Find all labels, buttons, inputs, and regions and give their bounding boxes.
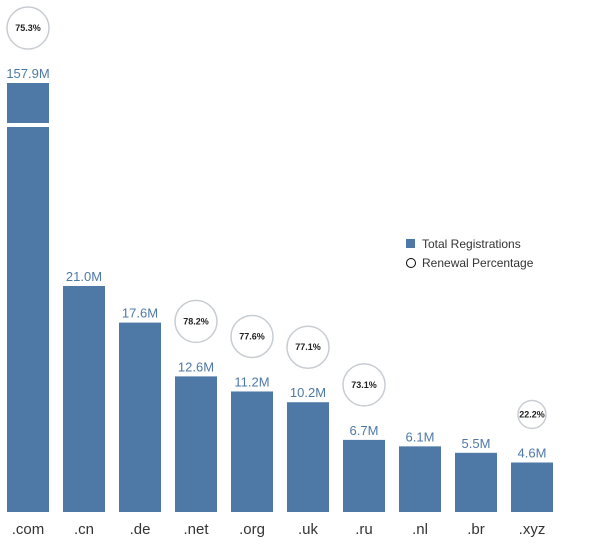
renewal-circle-org[interactable] <box>230 314 274 359</box>
legend: Total Registrations Renewal Percentage <box>406 234 533 272</box>
renewal-circle-uk[interactable] <box>286 325 330 369</box>
value-label-cn: 21.0M <box>66 269 102 284</box>
value-label-com: 157.9M <box>6 66 49 81</box>
bar-net[interactable] <box>175 376 217 512</box>
value-label-org: 11.2M <box>234 374 269 389</box>
legend-square-icon <box>406 239 415 248</box>
bar-br[interactable] <box>455 452 497 512</box>
legend-item-registrations[interactable]: Total Registrations <box>406 234 533 253</box>
category-label-com: .com <box>12 521 45 538</box>
renewal-circle-net[interactable] <box>174 299 218 344</box>
legend-item-renewal[interactable]: Renewal Percentage <box>406 253 533 272</box>
renewal-label-xyz: 22.2% <box>519 409 545 419</box>
bar-de[interactable] <box>119 322 161 512</box>
renewal-circle-xyz[interactable] <box>517 399 547 430</box>
value-label-xyz: 4.6M <box>518 445 547 460</box>
renewal-label-uk: 77.1% <box>295 342 321 352</box>
renewal-circle-ru[interactable] <box>342 363 386 407</box>
category-label-xyz: .xyz <box>519 521 546 538</box>
value-label-net: 12.6M <box>178 359 214 374</box>
bar-org[interactable] <box>231 391 273 512</box>
value-label-nl: 6.1M <box>406 429 435 444</box>
legend-label-renewal: Renewal Percentage <box>422 255 534 270</box>
bar-cn[interactable] <box>63 286 105 512</box>
bar-com-lower[interactable] <box>7 127 49 512</box>
legend-circle-icon <box>406 257 416 268</box>
renewal-label-com: 75.3% <box>15 23 41 33</box>
category-label-de: .de <box>130 521 151 538</box>
renewal-label-ru: 73.1% <box>351 380 377 390</box>
bar-xyz[interactable] <box>511 462 553 512</box>
bar-ru[interactable] <box>343 439 385 512</box>
bar-uk[interactable] <box>287 402 329 512</box>
renewal-label-net: 78.2% <box>183 316 209 326</box>
renewal-label-org: 77.6% <box>239 331 265 341</box>
category-label-uk: .uk <box>298 521 319 538</box>
category-label-nl: .nl <box>412 521 428 538</box>
legend-label-registrations: Total Registrations <box>422 236 521 251</box>
category-label-ru: .ru <box>355 521 373 538</box>
bar-com[interactable] <box>7 83 49 123</box>
value-label-br: 5.5M <box>462 436 491 451</box>
value-label-ru: 6.7M <box>350 423 379 438</box>
value-label-de: 17.6M <box>122 306 158 321</box>
category-label-br: .br <box>467 521 485 538</box>
category-label-net: .net <box>183 521 209 538</box>
bar-nl[interactable] <box>399 446 441 512</box>
renewal-circle-com[interactable] <box>6 6 50 50</box>
value-label-uk: 10.2M <box>290 385 326 400</box>
category-label-org: .org <box>239 521 265 538</box>
category-label-cn: .cn <box>74 521 94 538</box>
